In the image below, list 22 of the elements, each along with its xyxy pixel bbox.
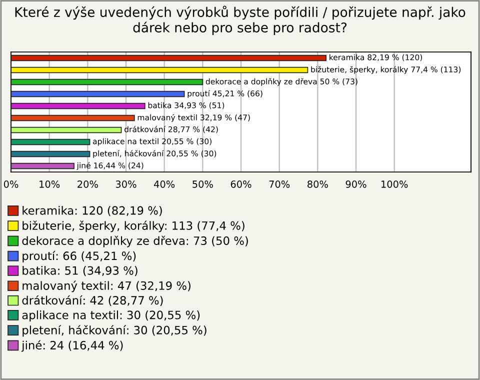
legend-label: bižuterie, šperky, korálky: 113 (77,4 %) — [22, 220, 244, 232]
legend-label: pletení, háčkování: 30 (20,55 %) — [22, 325, 206, 337]
legend-label: proutí: 66 (45,21 %) — [22, 250, 136, 262]
legend-label: keramika: 120 (82,19 %) — [22, 206, 162, 216]
x-tick-label: 50% — [192, 180, 213, 188]
x-tick-label: 80% — [308, 180, 328, 188]
legend-label: aplikace na textil: 30 (20,55 %) — [22, 310, 200, 322]
legend-label: dekorace a doplňky ze dřeva: 73 (50 %) — [22, 236, 248, 248]
legend-label: malovaný textil: 47 (32,19 %) — [22, 280, 190, 292]
chart-title: Které z výše uvedených výrobků byste pořídili / pořizujete např. jako dárek nebo pro sebe pro radost? — [15, 6, 466, 36]
x-tick-label: 30% — [116, 180, 136, 188]
legend-label: batika: 51 (34,93 %) — [22, 266, 138, 276]
x-tick-label: 70% — [269, 180, 290, 188]
x-tick-label: 20% — [78, 180, 98, 188]
x-tick-label: 0% — [4, 180, 18, 188]
x-tick-label: 40% — [154, 180, 175, 188]
x-tick-label: 10% — [40, 180, 60, 188]
x-tick-label: 90% — [346, 180, 366, 188]
x-tick-label: 60% — [230, 180, 252, 188]
x-tick-label: 100% — [382, 180, 408, 188]
legend-label: drátkování: 42 (28,77 %) — [22, 295, 163, 306]
legend-label: jiné: 24 (16,44 %) — [21, 340, 123, 352]
